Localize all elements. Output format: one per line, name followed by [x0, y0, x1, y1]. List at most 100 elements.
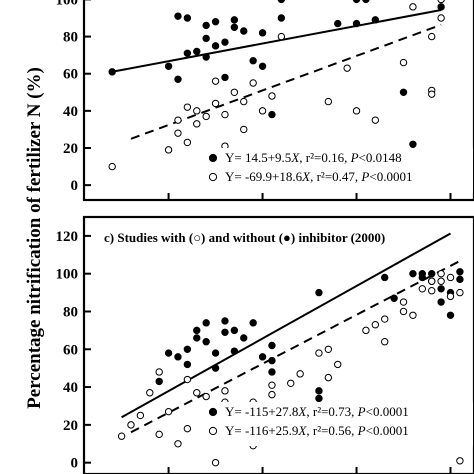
data-point-filled: [240, 334, 248, 342]
data-point-filled: [249, 57, 257, 65]
data-point-open: [352, 107, 361, 115]
data-point-filled: [183, 49, 192, 57]
y-tick-label: 20: [63, 141, 78, 157]
data-point-open: [174, 129, 182, 137]
fit-line-open: [130, 260, 461, 434]
panel-title: c) Studies with (○) and without (●) inhi…: [104, 230, 385, 245]
data-point-filled: [399, 88, 408, 96]
data-point-open: [258, 107, 267, 115]
data-point-open: [230, 88, 239, 96]
legend-marker-open: [208, 426, 218, 436]
data-point-open: [183, 103, 192, 111]
data-point-open: [362, 326, 370, 335]
data-point-open: [324, 373, 333, 382]
data-point-filled: [268, 368, 276, 376]
data-point-open: [324, 97, 333, 106]
data-point-filled: [268, 110, 276, 119]
data-point-open: [437, 277, 445, 285]
data-point-filled: [174, 75, 182, 83]
data-point-open: [221, 110, 229, 119]
y-tick-label: 40: [63, 104, 78, 120]
data-point-filled: [315, 288, 323, 297]
data-point-open: [183, 138, 192, 147]
data-point-filled: [456, 275, 464, 284]
data-point-open: [164, 146, 173, 154]
legend-box: [193, 402, 473, 446]
data-point-filled: [230, 23, 239, 31]
data-point-filled: [352, 19, 361, 28]
data-point-filled: [409, 269, 417, 278]
data-point-open: [240, 125, 248, 134]
data-point-filled: [437, 298, 445, 306]
data-point-open: [418, 285, 427, 293]
data-point-filled: [183, 14, 192, 22]
data-point-open: [437, 269, 445, 278]
data-point-filled: [334, 19, 342, 28]
data-point-filled: [230, 16, 239, 24]
data-point-filled: [183, 360, 192, 369]
data-point-open: [193, 107, 201, 115]
panel-top: 0 20 40 60 80 100 Y= 14.5+9.5X, r²=0.16, P<0.0…: [56, 0, 474, 202]
data-point-filled: [409, 140, 417, 148]
data-point-open: [428, 286, 436, 295]
data-point-open: [249, 79, 257, 87]
data-point-filled: [221, 317, 229, 325]
data-point-open: [371, 116, 380, 124]
data-point-filled: [211, 349, 220, 357]
data-point-filled: [211, 42, 220, 50]
fit-line-filled: [112, 9, 442, 73]
data-point-open: [127, 421, 135, 429]
y-tick-label: 60: [63, 67, 78, 83]
data-point-filled: [183, 345, 192, 353]
data-point-open: [155, 430, 163, 439]
data-point-open: [193, 389, 201, 397]
data-point-filled: [371, 16, 380, 24]
y-tick-label: 20: [63, 418, 78, 434]
data-point-filled: [164, 349, 173, 357]
data-point-filled: [230, 326, 239, 335]
data-point-filled: [381, 273, 389, 282]
data-point-filled: [202, 21, 210, 30]
data-point-open: [164, 407, 173, 416]
data-point-filled: [202, 53, 210, 61]
data-point-open: [277, 32, 286, 41]
plot-frame: [82, 215, 474, 474]
data-point-open: [456, 457, 464, 465]
data-point-filled: [193, 326, 201, 335]
y-axis-label: Percentage nitrification of fertilizer N…: [24, 67, 45, 409]
y-tick-label: 60: [63, 342, 78, 358]
data-point-open: [399, 307, 408, 316]
data-point-filled: [174, 12, 182, 20]
data-point-filled: [277, 0, 286, 4]
data-point-filled: [211, 364, 220, 372]
data-point-filled: [277, 14, 286, 22]
data-point-open: [334, 360, 342, 369]
y-tick-label: 120: [56, 229, 79, 245]
legend-entry: Y= -115+27.8X, r²=0.73, P<0.0001: [225, 404, 409, 419]
data-point-filled: [418, 269, 427, 278]
panel-bottom: 0 20 40 60 80 100 120 c) Studies with (○) and w…: [56, 215, 474, 474]
data-point-open: [371, 321, 380, 329]
data-point-filled: [428, 269, 436, 278]
data-point-open: [437, 14, 445, 22]
data-point-filled: [456, 268, 464, 276]
data-point-open: [428, 90, 436, 98]
data-point-open: [343, 64, 351, 72]
legend-marker-open: [208, 172, 218, 182]
y-tick-label: 80: [63, 30, 78, 46]
data-point-filled: [155, 377, 163, 386]
data-point-filled: [315, 387, 323, 395]
data-point-filled: [193, 334, 201, 342]
data-point-filled: [315, 394, 323, 403]
data-point-open: [221, 387, 229, 395]
y-tick-label: 40: [63, 380, 78, 396]
data-point-filled: [240, 27, 248, 35]
data-point-open: [183, 375, 192, 384]
data-point-open: [428, 32, 436, 41]
data-point-open: [174, 440, 182, 448]
legend-marker-filled: [208, 407, 218, 417]
data-point-open: [324, 345, 333, 353]
plot-frame: [82, 0, 474, 202]
data-point-open: [268, 381, 276, 389]
data-point-open: [381, 315, 389, 323]
